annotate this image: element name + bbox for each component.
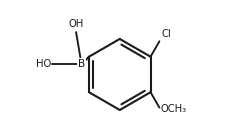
Text: B: B xyxy=(78,59,85,69)
Text: OH: OH xyxy=(68,19,83,29)
Text: Cl: Cl xyxy=(160,29,170,39)
Text: OCH₃: OCH₃ xyxy=(160,104,186,114)
Text: HO: HO xyxy=(36,59,51,69)
